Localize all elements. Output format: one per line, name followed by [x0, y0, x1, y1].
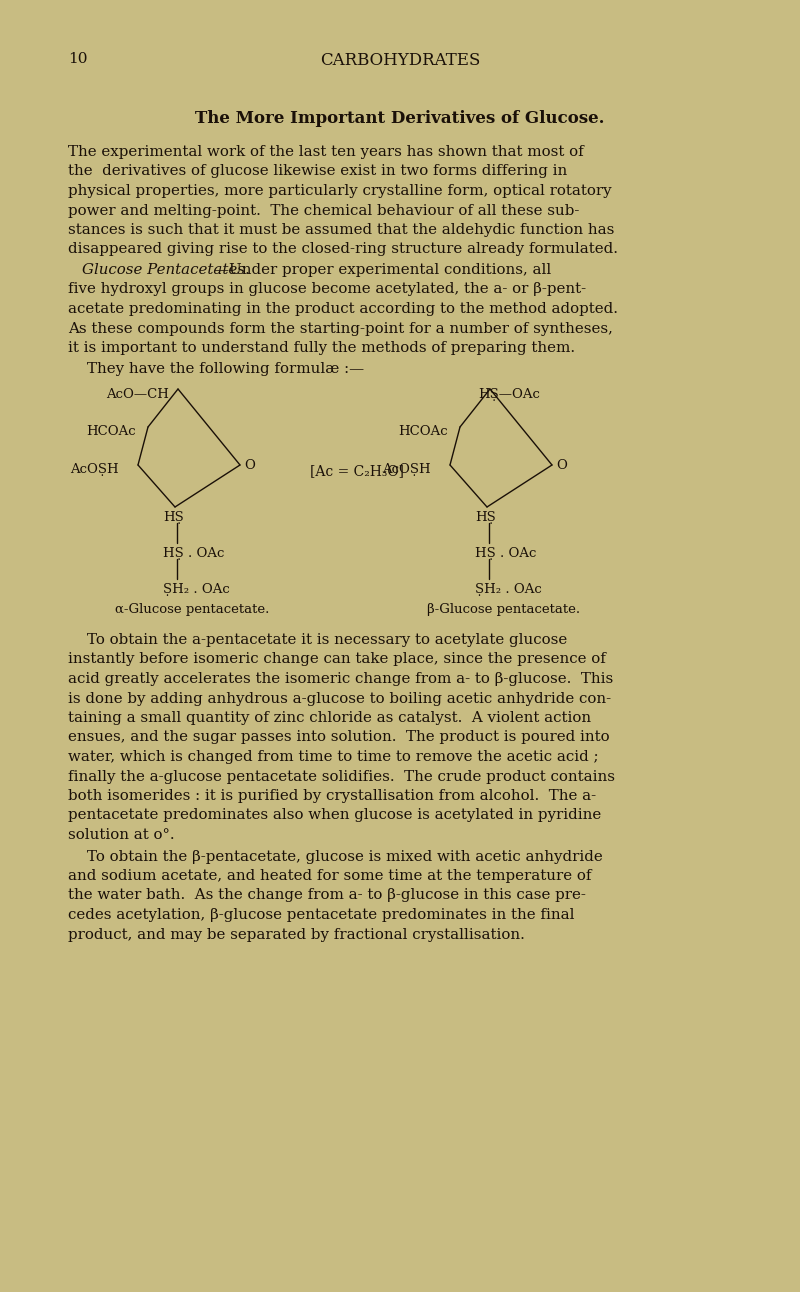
Text: acetate predominating in the product according to the method adopted.: acetate predominating in the product acc…: [68, 302, 618, 317]
Text: HCOAc: HCOAc: [398, 425, 448, 438]
Text: To obtain the β-pentacetate, glucose is mixed with acetic anhydride: To obtain the β-pentacetate, glucose is …: [68, 850, 602, 863]
Text: cedes acetylation, β-glucose pentacetate predominates in the final: cedes acetylation, β-glucose pentacetate…: [68, 908, 574, 922]
Text: five hydroxyl groups in glucose become acetylated, the a- or β-pent-: five hydroxyl groups in glucose become a…: [68, 283, 586, 296]
Text: HṢ: HṢ: [475, 512, 496, 525]
Text: HṢ: HṢ: [163, 512, 184, 525]
Text: finally the a-glucose pentacetate solidifies.  The crude product contains: finally the a-glucose pentacetate solidi…: [68, 770, 615, 783]
Text: AcOṢH: AcOṢH: [382, 463, 430, 475]
Text: To obtain the a-pentacetate it is necessary to acetylate glucose: To obtain the a-pentacetate it is necess…: [68, 633, 567, 647]
Text: The experimental work of the last ten years has shown that most of: The experimental work of the last ten ye…: [68, 145, 584, 159]
Text: power and melting-point.  The chemical behaviour of all these sub-: power and melting-point. The chemical be…: [68, 204, 579, 217]
Text: ṢH₂ . OAc: ṢH₂ . OAc: [475, 583, 542, 596]
Text: O: O: [244, 459, 255, 472]
Text: it is important to understand fully the methods of preparing them.: it is important to understand fully the …: [68, 341, 575, 355]
Text: AcO—CH: AcO—CH: [106, 388, 169, 401]
Text: ṢH₂ . OAc: ṢH₂ . OAc: [163, 583, 230, 596]
Text: AcOṢH: AcOṢH: [70, 463, 118, 475]
Text: instantly before isomeric change can take place, since the presence of: instantly before isomeric change can tak…: [68, 652, 606, 667]
Text: pentacetate predominates also when glucose is acetylated in pyridine: pentacetate predominates also when gluco…: [68, 809, 602, 823]
Text: 10: 10: [68, 52, 87, 66]
Text: As these compounds form the starting-point for a number of syntheses,: As these compounds form the starting-poi…: [68, 322, 613, 336]
Text: product, and may be separated by fractional crystallisation.: product, and may be separated by fractio…: [68, 928, 525, 942]
Text: HṢ . OAc: HṢ . OAc: [475, 547, 536, 559]
Text: is done by adding anhydrous a-glucose to boiling acetic anhydride con-: is done by adding anhydrous a-glucose to…: [68, 691, 611, 705]
Text: the  derivatives of glucose likewise exist in two forms differing in: the derivatives of glucose likewise exis…: [68, 164, 567, 178]
Text: acid greatly accelerates the isomeric change from a- to β-glucose.  This: acid greatly accelerates the isomeric ch…: [68, 672, 614, 686]
Text: CARBOHYDRATES: CARBOHYDRATES: [320, 52, 480, 68]
Text: stances is such that it must be assumed that the aldehydic function has: stances is such that it must be assumed …: [68, 224, 614, 236]
Text: physical properties, more particularly crystalline form, optical rotatory: physical properties, more particularly c…: [68, 183, 612, 198]
Text: HṢ—OAc: HṢ—OAc: [478, 388, 540, 401]
Text: β-Glucose pentacetate.: β-Glucose pentacetate.: [427, 603, 580, 616]
Text: and sodium acetate, and heated for some time at the temperature of: and sodium acetate, and heated for some …: [68, 870, 591, 882]
Text: They have the following formulæ :—: They have the following formulæ :—: [68, 362, 364, 376]
Text: the water bath.  As the change from a- to β-glucose in this case pre-: the water bath. As the change from a- to…: [68, 889, 586, 903]
Text: α-Glucose pentacetate.: α-Glucose pentacetate.: [115, 603, 270, 616]
Text: [Ac = C₂H₃O]: [Ac = C₂H₃O]: [310, 464, 404, 478]
Text: O: O: [556, 459, 567, 472]
Text: disappeared giving rise to the closed-ring structure already formulated.: disappeared giving rise to the closed-ri…: [68, 243, 618, 257]
Text: both isomerides : it is purified by crystallisation from alcohol.  The a-: both isomerides : it is purified by crys…: [68, 789, 596, 804]
Text: HṢ . OAc: HṢ . OAc: [163, 547, 224, 559]
Text: water, which is changed from time to time to remove the acetic acid ;: water, which is changed from time to tim…: [68, 749, 598, 764]
Text: HCOAc: HCOAc: [86, 425, 136, 438]
Text: —Under proper experimental conditions, all: —Under proper experimental conditions, a…: [214, 264, 551, 276]
Text: The More Important Derivatives of Glucose.: The More Important Derivatives of Glucos…: [195, 110, 605, 127]
Text: taining a small quantity of zinc chloride as catalyst.  A violent action: taining a small quantity of zinc chlorid…: [68, 711, 591, 725]
Text: solution at o°.: solution at o°.: [68, 828, 174, 842]
Text: Glucose Pentacetates.: Glucose Pentacetates.: [82, 264, 250, 276]
Text: ensues, and the sugar passes into solution.  The product is poured into: ensues, and the sugar passes into soluti…: [68, 730, 610, 744]
